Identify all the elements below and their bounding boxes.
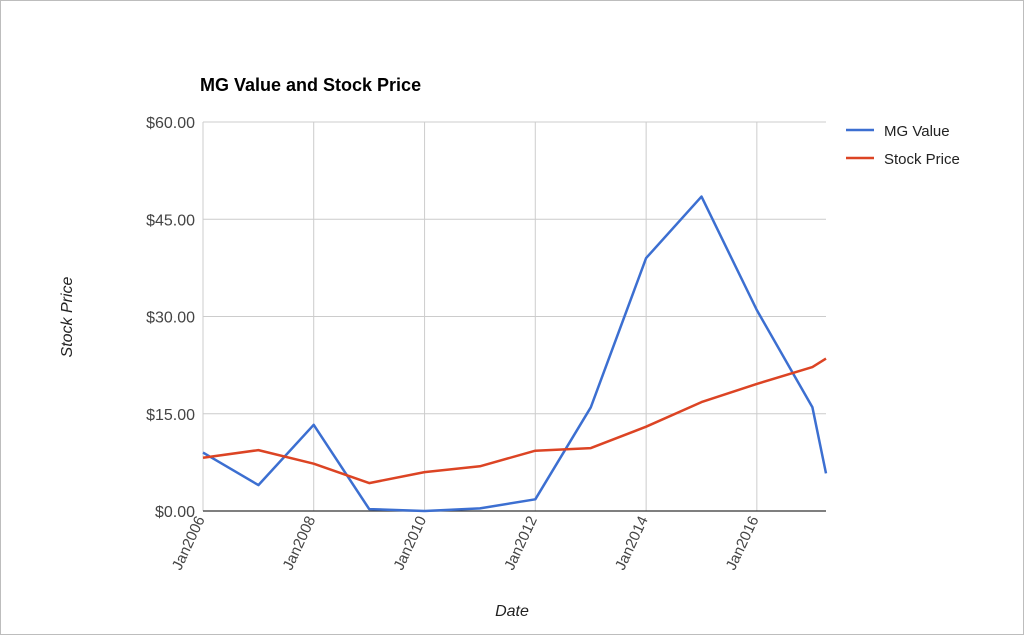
chart-title: MG Value and Stock Price [200, 75, 421, 95]
y-axis-ticks: $0.00 $15.00 $30.00 $45.00 $60.00 [146, 115, 195, 521]
x-axis-label: Date [495, 603, 529, 620]
legend-label-stock-price: Stock Price [884, 151, 960, 168]
y-tick-label: $45.00 [146, 212, 195, 229]
series-lines [202, 195, 828, 513]
y-tick-label: $30.00 [146, 310, 195, 327]
series-line-stock-price [202, 357, 827, 485]
legend-label-mg-value: MG Value [884, 123, 950, 140]
y-tick-label: $60.00 [146, 115, 195, 132]
legend: MG Value Stock Price [846, 123, 960, 168]
gridlines [202, 121, 826, 511]
y-axis-label: Stock Price [59, 276, 76, 357]
y-tick-label: $15.00 [146, 407, 195, 424]
series-line-mg-value [202, 195, 828, 513]
y-tick-label: $0.00 [155, 504, 195, 521]
